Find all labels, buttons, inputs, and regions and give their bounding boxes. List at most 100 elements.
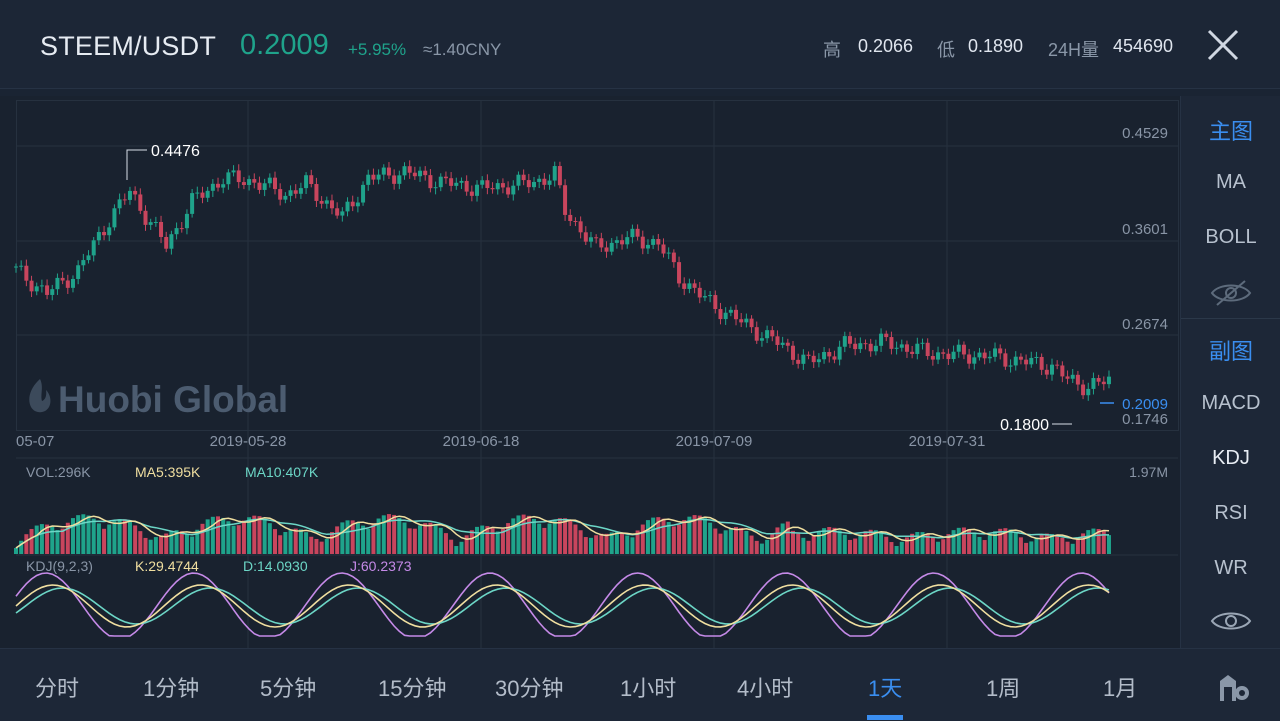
- active-tab-indicator: [867, 715, 903, 720]
- volume-bar: [495, 531, 500, 554]
- volume-bar: [252, 515, 257, 554]
- volume-bar: [29, 528, 34, 554]
- candle-body: [635, 228, 640, 237]
- candle-body: [557, 166, 562, 186]
- candle-body: [247, 179, 252, 186]
- volume-bar: [702, 518, 707, 554]
- tab-1day[interactable]: 1天: [868, 676, 903, 701]
- volume-bar: [298, 529, 303, 554]
- candle-body: [677, 262, 682, 284]
- candle-body: [573, 220, 578, 222]
- candle-body: [184, 213, 189, 229]
- candle-body: [863, 343, 868, 345]
- volume-bar: [1008, 529, 1013, 554]
- volume-bar: [443, 533, 448, 554]
- volume-bar: [14, 548, 18, 554]
- candle-body: [889, 337, 894, 349]
- tab-5min[interactable]: 5分钟: [260, 676, 317, 701]
- volume-bar: [386, 514, 391, 554]
- volume-bar: [749, 535, 754, 554]
- volume-bar: [1096, 529, 1101, 554]
- close-button[interactable]: [1200, 22, 1246, 68]
- tab-30min[interactable]: 30分钟: [495, 676, 564, 701]
- candle-body: [853, 343, 858, 350]
- tab-1min[interactable]: 1分钟: [143, 676, 200, 701]
- candle-body: [687, 283, 692, 289]
- candle-body: [780, 342, 785, 345]
- volume-bar: [418, 525, 423, 554]
- volume-bar: [1091, 528, 1096, 554]
- candle-body: [734, 309, 739, 320]
- candle-body: [407, 166, 412, 173]
- volume-bar: [609, 532, 614, 554]
- candle-body: [143, 210, 148, 225]
- volume-bar: [894, 546, 899, 554]
- tab-1hour[interactable]: 1小时: [620, 676, 677, 701]
- tab-1month[interactable]: 1月: [1103, 676, 1138, 701]
- volume-bar: [516, 515, 521, 554]
- candle-body: [666, 252, 671, 254]
- volume-bar: [785, 521, 790, 554]
- tab-timeline[interactable]: 分时: [35, 676, 80, 701]
- candle-body: [542, 178, 547, 185]
- candle-body: [708, 295, 713, 297]
- tab-1week[interactable]: 1周: [986, 676, 1021, 701]
- sub-chart-header[interactable]: 副图: [1208, 339, 1253, 364]
- volume-bar: [651, 517, 656, 554]
- volume-bar: [578, 530, 583, 554]
- volume-bar: [381, 515, 386, 554]
- indicator-macd[interactable]: MACD: [1201, 392, 1261, 414]
- indicator-ma[interactable]: MA: [1216, 171, 1246, 193]
- volume-bar: [899, 541, 904, 554]
- volume-bar: [267, 523, 272, 554]
- candle-body: [552, 166, 557, 181]
- candle-body: [946, 353, 951, 360]
- chart-settings-button[interactable]: [1218, 671, 1252, 703]
- hide-main-indicator-button[interactable]: [1181, 276, 1280, 310]
- volume-bar: [480, 525, 485, 554]
- volume-bar: [402, 522, 407, 554]
- candle-body: [174, 228, 179, 235]
- volume-bar: [293, 528, 298, 554]
- kline-chart[interactable]: Huobi Global 0.4529 0.3601 0.2674 0.1746…: [0, 96, 1180, 648]
- candle-body: [278, 189, 283, 200]
- candle-body: [879, 333, 884, 346]
- candle-body: [977, 352, 982, 358]
- volume-bar: [1106, 535, 1111, 554]
- volume-bar: [972, 532, 977, 554]
- candle-body: [899, 344, 904, 348]
- main-chart-header[interactable]: 主图: [1208, 119, 1253, 144]
- indicator-rsi[interactable]: RSI: [1214, 502, 1248, 524]
- volume-bar: [60, 528, 65, 554]
- volume-ma10-label: MA10:407K: [245, 464, 319, 480]
- kline-chart-area[interactable]: Huobi Global 0.4529 0.3601 0.2674 0.1746…: [0, 96, 1180, 648]
- volume-bar: [262, 518, 267, 554]
- candle-body: [412, 172, 417, 177]
- volume-bar: [371, 523, 376, 554]
- candle-body: [283, 195, 288, 200]
- volume-bar: [765, 539, 770, 554]
- show-sub-indicator-button[interactable]: [1181, 604, 1280, 638]
- volume-bar: [304, 532, 309, 554]
- candle-body: [915, 343, 920, 354]
- volume-bar: [692, 515, 697, 554]
- candle-body: [423, 170, 428, 176]
- candle-body: [791, 345, 795, 360]
- volume-bar: [521, 514, 526, 554]
- candle-body: [868, 343, 873, 352]
- indicator-kdj[interactable]: KDJ: [1212, 447, 1250, 469]
- candle-body: [1003, 353, 1008, 367]
- tab-15min[interactable]: 15分钟: [378, 676, 447, 701]
- candle-body: [138, 194, 143, 211]
- candle-body: [428, 175, 433, 189]
- indicator-wr[interactable]: WR: [1214, 557, 1248, 579]
- volume-24h-label: 24H量: [1048, 40, 1100, 60]
- high-label: 高: [823, 40, 841, 60]
- candle-body: [936, 352, 941, 360]
- tab-4hour[interactable]: 4小时: [737, 676, 794, 701]
- candle-body: [86, 255, 91, 261]
- indicator-boll[interactable]: BOLL: [1205, 226, 1257, 248]
- candle-body: [335, 208, 340, 216]
- volume-bar: [122, 519, 127, 554]
- candle-body: [620, 240, 625, 245]
